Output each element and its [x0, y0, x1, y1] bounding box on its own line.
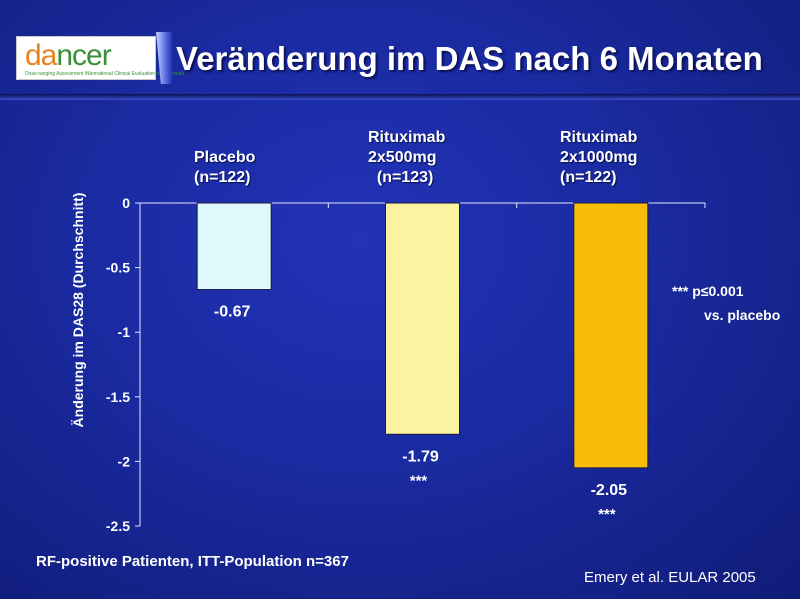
logo-wordmark-part1: da — [25, 39, 57, 72]
y-tick-label: -2.5 — [106, 518, 130, 534]
logo-wordmark: dancer — [25, 39, 112, 73]
bar-value-label: -1.79 — [402, 448, 439, 465]
citation: Emery et al. EULAR 2005 — [584, 569, 756, 586]
title-accent-bar — [156, 32, 172, 84]
y-tick-label: -0.5 — [106, 260, 130, 276]
category-label-ritux500: Rituximab 2x500mg (n=123) — [368, 129, 446, 186]
population-note: RF-positive Patienten, ITT-Population n=… — [36, 553, 349, 570]
significance-note-comparison: vs. placebo — [704, 307, 781, 323]
y-tick-label: -1.5 — [106, 389, 130, 405]
significance-stars: *** — [410, 472, 428, 489]
bar-value-label: -0.67 — [214, 304, 251, 321]
title-divider — [0, 94, 800, 100]
significance-note-pvalue: p≤0.001 — [692, 283, 744, 299]
logo-subtitle: Dose-ranging Assessment iNternational Cl… — [25, 71, 185, 77]
logo-wordmark-part2: ncer — [56, 39, 111, 72]
significance-stars: *** — [598, 506, 616, 523]
category-label-ritux1000: Rituximab 2x1000mg (n=122) — [560, 129, 638, 186]
bar — [573, 202, 649, 469]
dancer-logo: dancer Dose-ranging Assessment iNternati… — [16, 36, 184, 80]
bar — [385, 202, 460, 435]
y-tick-label: 0 — [122, 195, 130, 211]
category-label-placebo: Placebo (n=122) — [194, 149, 256, 186]
bar — [196, 202, 272, 291]
slide-title: Veränderung im DAS nach 6 Monaten — [176, 40, 763, 77]
y-tick-label: -2 — [118, 453, 131, 469]
significance-note-stars: *** — [672, 283, 689, 299]
bar-value-label: -2.05 — [591, 482, 628, 499]
significance-note: *** p≤0.001 — [672, 283, 744, 299]
y-tick-label: -1 — [118, 324, 131, 340]
